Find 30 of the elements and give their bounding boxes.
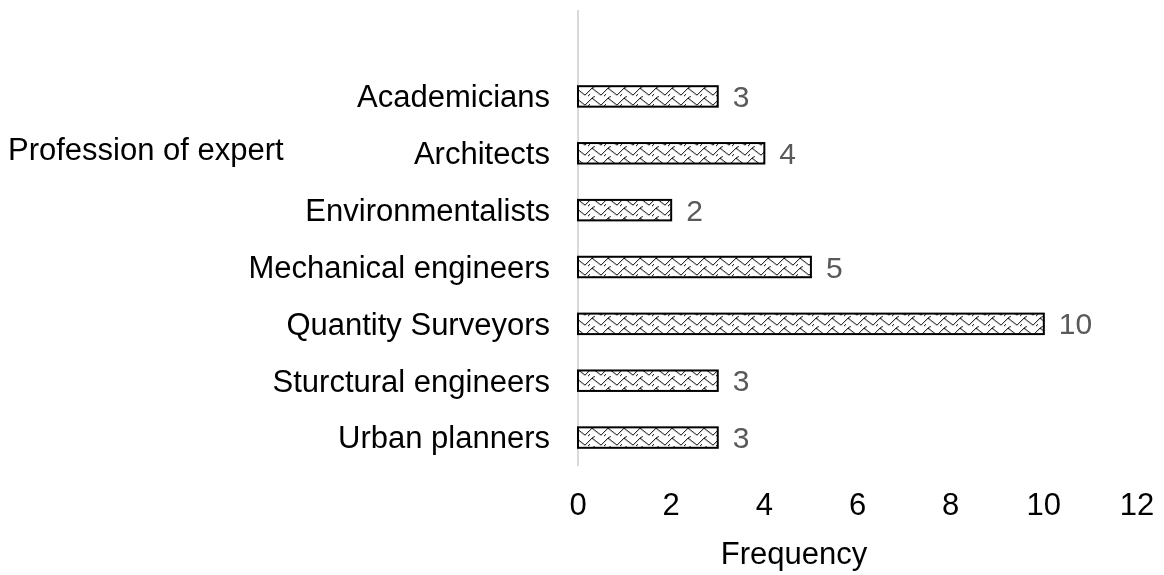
bar bbox=[577, 198, 673, 222]
data-label: 3 bbox=[732, 364, 750, 398]
x-tick-label: 4 bbox=[755, 486, 773, 522]
x-axis-title: Frequency bbox=[720, 535, 868, 571]
bar bbox=[577, 142, 766, 165]
y-tick-label: Environmentalists bbox=[305, 192, 550, 228]
x-tick-label: 6 bbox=[848, 486, 867, 522]
bar bbox=[577, 85, 719, 108]
x-tick-label: 8 bbox=[942, 486, 960, 522]
data-label: 2 bbox=[686, 193, 703, 227]
data-label: 3 bbox=[732, 421, 750, 455]
y-tick-label: Academicians bbox=[357, 79, 550, 115]
x-tick-label: 12 bbox=[1119, 486, 1155, 522]
y-tick-label: Quantity Surveyors bbox=[286, 306, 550, 342]
bar bbox=[577, 369, 719, 392]
y-tick-label: Urban planners bbox=[338, 420, 550, 456]
bar bbox=[577, 312, 1045, 336]
bar bbox=[577, 426, 719, 449]
bar bbox=[577, 255, 812, 279]
y-tick-label: Mechanical engineers bbox=[248, 249, 550, 285]
x-tick-label: 2 bbox=[662, 486, 680, 522]
x-tick-label: 0 bbox=[569, 486, 587, 522]
data-label: 5 bbox=[825, 250, 843, 284]
y-tick-label: Sturctural engineers bbox=[272, 363, 550, 399]
text: Profession of expert bbox=[8, 131, 285, 167]
data-label: 10 bbox=[1058, 307, 1093, 341]
x-tick-label: 10 bbox=[1026, 486, 1062, 522]
y-tick-label: Architects bbox=[413, 136, 550, 172]
data-label: 3 bbox=[732, 79, 750, 113]
data-label: 4 bbox=[779, 136, 797, 170]
